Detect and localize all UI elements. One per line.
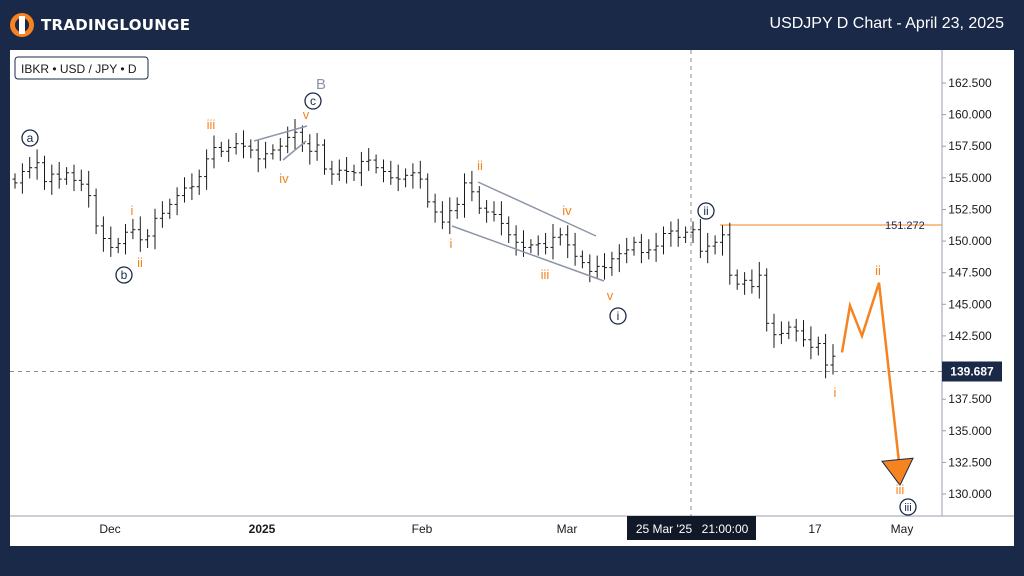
y-tick-label: 132.500	[948, 455, 992, 469]
x-tick-label: Mar	[557, 522, 578, 536]
triangle-lower-line	[282, 140, 307, 161]
wave-orange-iv-2: iv	[562, 203, 572, 218]
wave-orange-i-3: i	[834, 385, 837, 400]
crosshair-date-box	[627, 516, 756, 540]
wave-ii-circle	[697, 202, 715, 220]
x-tick-label: Feb	[412, 522, 433, 536]
wave-orange-v-2: v	[607, 288, 614, 303]
crosshair-time-label: 21:00:00	[702, 522, 749, 536]
channel-upper-line	[477, 181, 597, 237]
logo-icon	[10, 13, 34, 37]
wave-orange-v-1: v	[303, 107, 310, 122]
wave-channels	[253, 125, 605, 282]
wave-orange-ii-3: ii	[875, 263, 881, 278]
y-tick-label: 147.500	[948, 266, 992, 280]
candles	[12, 119, 836, 379]
x-tick-label: May	[891, 522, 914, 536]
wave-a-label: a	[27, 131, 34, 145]
triangle-upper-line	[253, 125, 308, 142]
symbol-label-box	[14, 56, 149, 80]
wave-orange-ii-1: ii	[137, 255, 143, 270]
tradinglounge-logo[interactable]: TRADINGLOUNGE	[9, 12, 190, 38]
x-tick-label: 17	[808, 522, 822, 536]
wave-a-circle	[21, 129, 39, 147]
wave-labels-orange: i ii iii iv v i ii iii iv v i ii iii	[131, 107, 905, 497]
resistance-label: 151.272	[885, 220, 925, 232]
current-price-box	[942, 361, 1002, 382]
wave-orange-ii-2: ii	[477, 158, 483, 173]
wave-iii-label: iii	[904, 502, 911, 514]
wave-c-circle	[304, 92, 322, 110]
wave-i-circle	[609, 307, 627, 325]
current-price-label: 139.687	[950, 364, 994, 378]
wave-labels-navy: a b c B i ii iii	[21, 76, 917, 516]
wave-B-label: B	[316, 76, 326, 93]
wave-b-label: b	[121, 268, 128, 282]
symbol-label: IBKR • USD / JPY • D	[21, 62, 137, 76]
x-tick-label: Dec	[99, 522, 120, 536]
price-chart[interactable]: 162.500 160.000 157.500 155.000 152.500 150.0…	[10, 50, 1014, 546]
projection-arrow-icon	[881, 457, 914, 487]
wave-orange-iv-1: iv	[279, 171, 289, 186]
y-tick-label: 142.500	[948, 329, 992, 343]
channel-lower-line	[451, 225, 605, 282]
y-axis-ticks: 162.500 160.000 157.500 155.000 152.500 150.0…	[942, 76, 992, 501]
logo-text: TRADINGLOUNGE	[41, 16, 191, 34]
y-tick-label: 162.500	[948, 76, 992, 90]
chart-area[interactable]: 162.500 160.000 157.500 155.000 152.500 150.0…	[10, 50, 1014, 546]
wave-orange-i-1: i	[131, 203, 134, 218]
y-tick-label: 137.500	[948, 392, 992, 406]
wave-c-label: c	[310, 94, 316, 108]
wave-b-circle	[115, 266, 133, 284]
wave-orange-iii-3: iii	[896, 482, 905, 497]
header-bar: TRADINGLOUNGE USDJPY D Chart - April 23,…	[0, 0, 1024, 50]
wave-ii-label: ii	[703, 204, 708, 218]
y-tick-label: 150.000	[948, 234, 992, 248]
wave-orange-iii-2: iii	[541, 267, 550, 282]
y-tick-label: 130.000	[948, 487, 992, 501]
wave-orange-i-2: i	[450, 236, 453, 251]
crosshair-date-label: 25 Mar '25	[636, 522, 693, 536]
x-tick-label: 2025	[249, 522, 276, 536]
wave-i-label: i	[617, 309, 620, 323]
wave-orange-iii-1: iii	[207, 117, 216, 132]
wave-iii-circle	[899, 498, 917, 516]
y-tick-label: 135.000	[948, 424, 992, 438]
y-tick-label: 160.000	[948, 108, 992, 122]
projection-path	[840, 282, 902, 472]
y-tick-label: 152.500	[948, 203, 992, 217]
y-tick-label: 155.000	[948, 171, 992, 185]
chart-title: USDJPY D Chart - April 23, 2025	[769, 15, 1004, 32]
x-axis-ticks: Dec 2025 Feb Mar 17 May	[99, 522, 913, 536]
y-tick-label: 145.000	[948, 297, 992, 311]
y-tick-label: 157.500	[948, 139, 992, 153]
